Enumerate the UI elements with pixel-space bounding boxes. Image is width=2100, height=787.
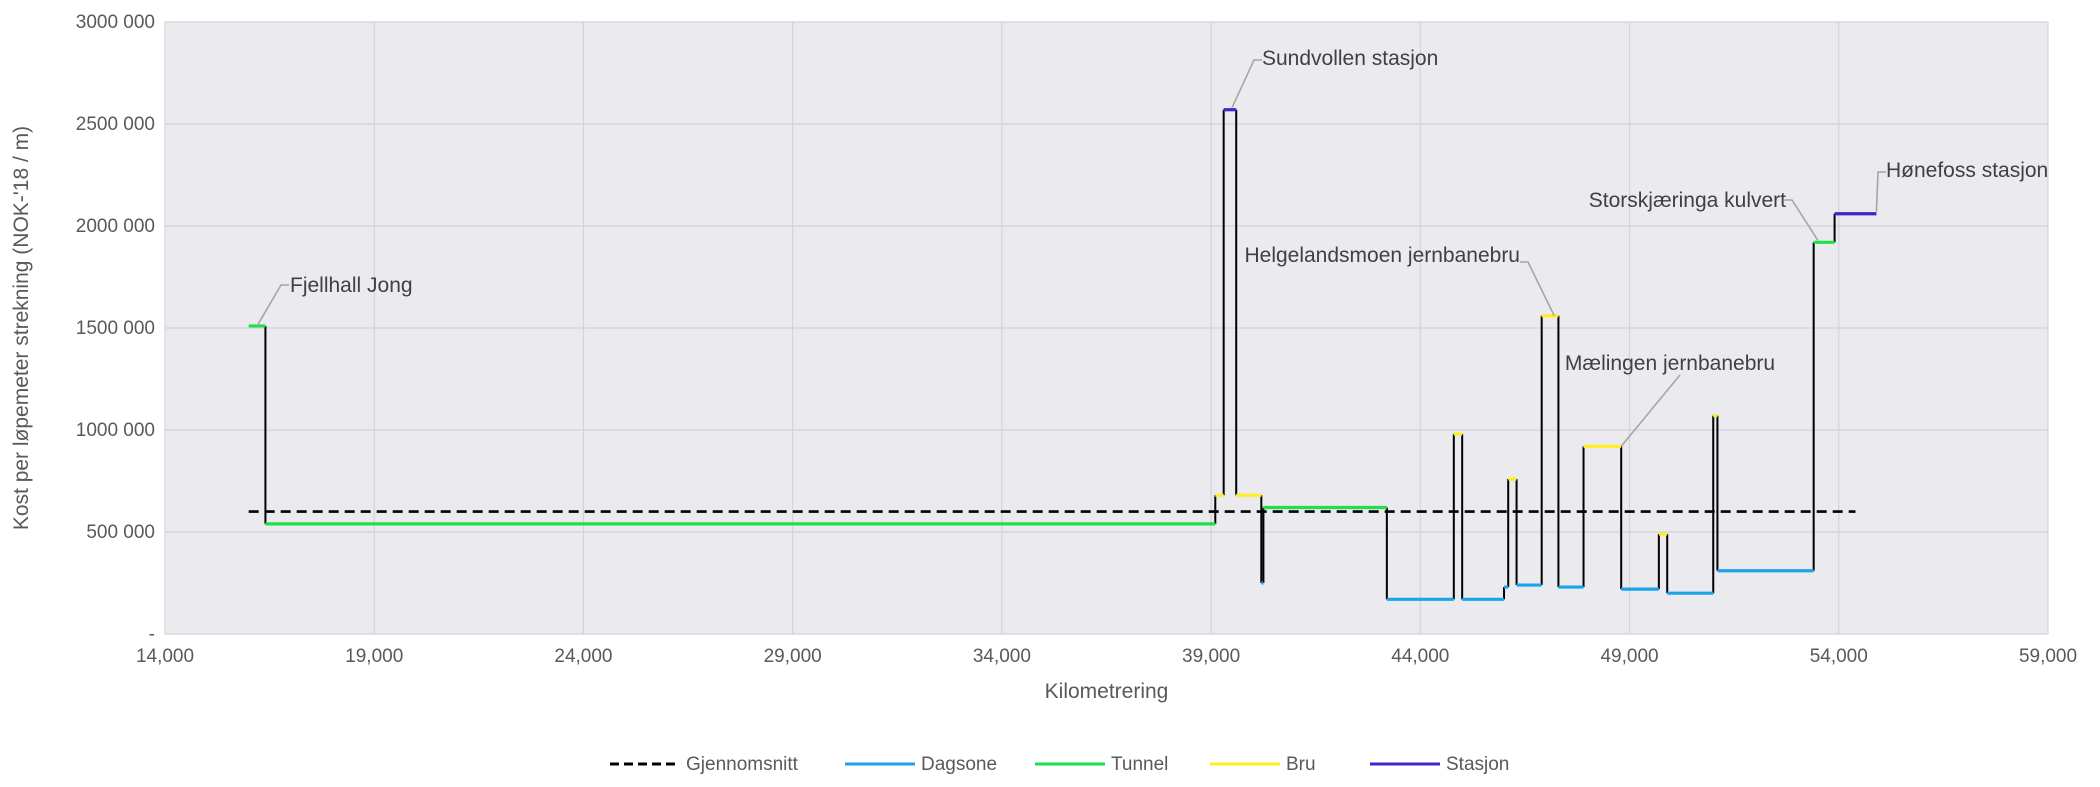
annotations: Fjellhall Jong Sundvollen stasjon Helgelan… [256,47,2048,447]
x-tick-label: 24,000 [554,646,612,667]
legend-label: Gjennomsnitt [686,754,799,775]
annotation-leader [1231,59,1262,109]
annotation-leader [1620,374,1681,447]
annotation-label: Hønefoss stasjon [1886,159,2048,182]
legend: Gjennomsnitt Dagsone Tunnel Bru Stasjon [610,754,1509,775]
x-tick-label: 39,000 [1182,646,1240,667]
annotation-leader [1875,171,1886,212]
y-axis-ticks: - 500 000 1000 000 1500 000 2000 000 2500 000… [76,12,155,645]
annotation-label: Fjellhall Jong [290,274,413,297]
x-tick-label: 34,000 [973,646,1031,667]
x-tick-label: 59,000 [2019,646,2077,667]
y-tick-label: 3000 000 [76,12,155,33]
x-tick-label: 19,000 [345,646,403,667]
y-tick-label: 1000 000 [76,420,155,441]
annotation-leader [256,284,289,327]
annotation-leader [1520,261,1555,317]
gridlines [164,21,2049,635]
step-risers [264,109,1836,600]
x-tick-label: 29,000 [764,646,822,667]
y-tick-label: 2500 000 [76,114,155,135]
x-tick-label: 44,000 [1391,646,1449,667]
legend-label: Tunnel [1111,754,1168,775]
y-tick-label: 1500 000 [76,318,155,339]
legend-label: Bru [1286,754,1316,775]
legend-label: Stasjon [1446,754,1509,775]
annotation-label: Sundvollen stasjon [1262,47,1438,70]
y-tick-label: 2000 000 [76,216,155,237]
annotation-leader [1784,199,1819,241]
annotation-label: Mælingen jernbanebru [1565,352,1775,375]
x-axis-ticks: 14,000 19,000 24,000 29,000 34,000 39,000 44,0… [136,646,2077,667]
annotation-label: Storskjæringa kulvert [1589,189,1786,212]
y-tick-label: 500 000 [86,522,155,543]
x-tick-label: 49,000 [1600,646,1658,667]
x-axis-title: Kilometrering [1045,680,1169,703]
legend-label: Dagsone [921,754,997,775]
series-segments [248,108,1877,601]
x-tick-label: 14,000 [136,646,194,667]
y-axis-title: Kost per løpemeter strekning (NOK-'18 / … [10,126,33,530]
x-tick-label: 54,000 [1810,646,1868,667]
y-tick-label: - [149,624,155,645]
annotation-label: Helgelandsmoen jernbanebru [1244,244,1520,267]
